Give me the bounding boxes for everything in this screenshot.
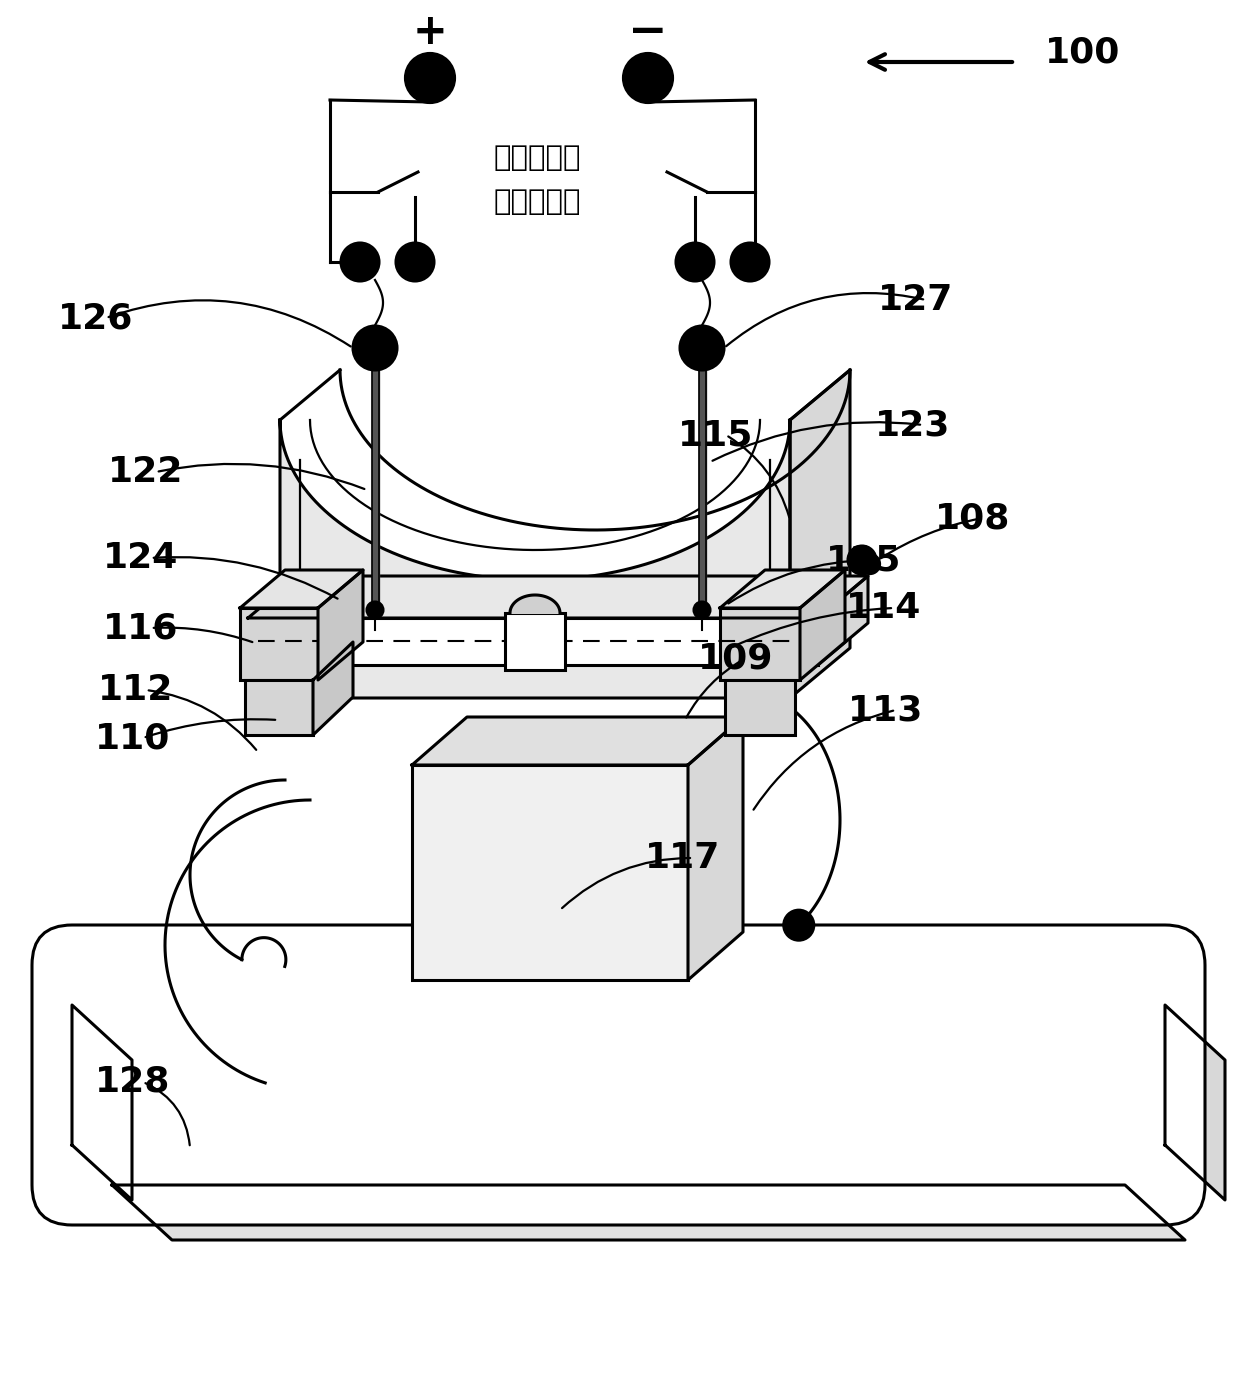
Polygon shape: [317, 570, 363, 680]
Bar: [246, 680, 312, 736]
Text: 123: 123: [875, 408, 950, 441]
Circle shape: [861, 554, 880, 575]
Polygon shape: [112, 1185, 1185, 1239]
Text: 122: 122: [108, 455, 184, 489]
Circle shape: [732, 243, 769, 280]
Text: 127: 127: [878, 283, 954, 316]
Circle shape: [353, 326, 397, 371]
Circle shape: [367, 602, 383, 618]
Polygon shape: [688, 718, 743, 980]
Polygon shape: [241, 570, 363, 608]
Polygon shape: [790, 371, 849, 698]
Circle shape: [676, 243, 714, 280]
Text: 117: 117: [645, 841, 720, 874]
Polygon shape: [412, 718, 743, 765]
Text: 110: 110: [95, 720, 170, 755]
Text: 113: 113: [848, 693, 924, 727]
Text: +: +: [413, 11, 448, 53]
Circle shape: [405, 54, 454, 101]
Text: 112: 112: [98, 673, 174, 706]
FancyBboxPatch shape: [32, 924, 1205, 1226]
Text: 125: 125: [826, 543, 901, 577]
Text: −: −: [629, 8, 668, 56]
Polygon shape: [1166, 1005, 1225, 1201]
Polygon shape: [818, 576, 868, 665]
Text: 116: 116: [103, 611, 179, 645]
Circle shape: [784, 911, 813, 940]
Polygon shape: [72, 1005, 131, 1201]
Polygon shape: [248, 576, 868, 618]
Polygon shape: [800, 570, 844, 680]
Bar: [248, 618, 818, 665]
Text: 100: 100: [1045, 35, 1121, 69]
Text: 114: 114: [846, 591, 921, 625]
Circle shape: [848, 545, 875, 575]
Polygon shape: [280, 421, 790, 698]
Polygon shape: [312, 643, 353, 736]
Polygon shape: [720, 570, 844, 608]
Circle shape: [694, 602, 711, 618]
Polygon shape: [510, 595, 560, 613]
Text: 109: 109: [698, 641, 774, 675]
Circle shape: [680, 326, 724, 371]
Text: 115: 115: [678, 418, 754, 452]
Circle shape: [341, 243, 379, 280]
Circle shape: [624, 54, 672, 101]
Bar: [241, 608, 317, 680]
Bar: [725, 680, 795, 736]
Text: 108: 108: [935, 501, 1011, 534]
Text: 124: 124: [103, 541, 179, 575]
Text: 高电压电源: 高电压电源: [494, 187, 580, 217]
Circle shape: [396, 243, 434, 280]
Bar: [505, 613, 565, 670]
Text: 交流或直流: 交流或直流: [494, 144, 580, 172]
Text: 128: 128: [95, 1065, 170, 1099]
Bar: [412, 765, 688, 980]
Bar: [720, 608, 800, 680]
Text: 126: 126: [58, 301, 134, 335]
